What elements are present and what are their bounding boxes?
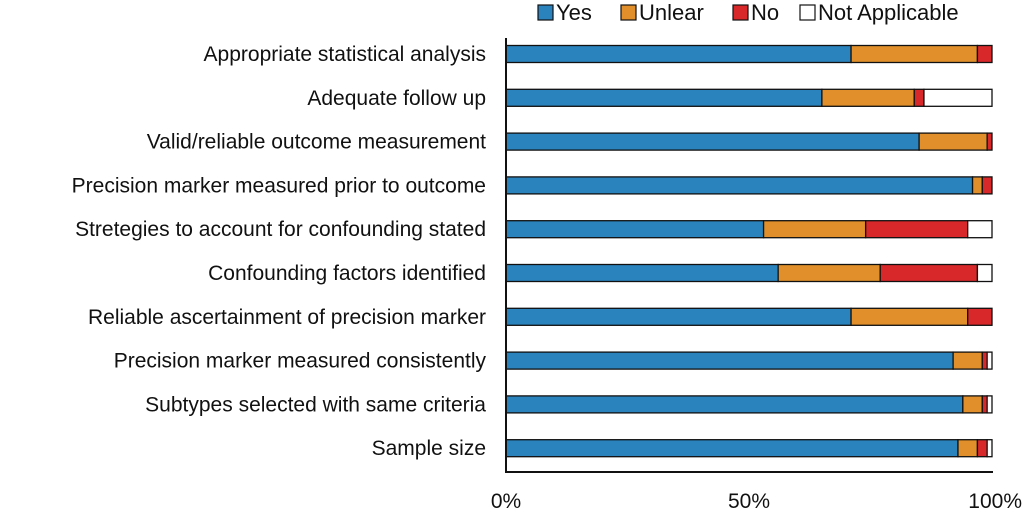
bar-row-sample-size <box>505 439 993 458</box>
bar-segment-not-applicable <box>986 439 993 458</box>
legend-label-yes: Yes <box>556 0 592 25</box>
bars <box>505 44 993 458</box>
category-label-valid-reliable-outcome-measurement: Valid/reliable outcome measurement <box>147 131 486 154</box>
category-label-stretegies-to-account-for-confounding-stated: Stretegies to account for confounding st… <box>75 218 486 241</box>
category-label-precision-marker-measured-prior-to-outcome: Precision marker measured prior to outco… <box>72 174 486 197</box>
bar-segment-no <box>967 307 993 326</box>
bar-row-valid-reliable-outcome-measurement <box>505 132 993 151</box>
bar-row-stretegies-to-account-for-confounding-stated <box>505 220 993 239</box>
bar-segment-no <box>976 439 988 458</box>
bar-segment-no <box>981 176 993 195</box>
x-tick-label-100: 100% <box>968 490 1022 513</box>
category-label-reliable-ascertainment-of-precision-marker: Reliable ascertainment of precision mark… <box>88 306 486 329</box>
bar-segment-yes <box>505 220 765 239</box>
category-label-confounding-factors-identified: Confounding factors identified <box>208 262 486 285</box>
bar-segment-unlear <box>777 263 881 283</box>
category-label-precision-marker-measured-consistently: Precision marker measured consistently <box>114 350 487 373</box>
legend-swatch-yes <box>537 4 554 21</box>
bar-segment-unlear <box>918 132 988 151</box>
bar-segment-unlear <box>962 395 983 414</box>
bar-row-reliable-ascertainment-of-precision-marker <box>505 307 993 326</box>
bar-segment-yes <box>505 395 964 414</box>
bar-row-precision-marker-measured-consistently <box>505 351 993 370</box>
category-label-adequate-follow-up: Adequate follow up <box>307 87 486 110</box>
bar-segment-not-applicable <box>986 351 993 370</box>
x-tick-label-0: 0% <box>491 490 521 513</box>
bar-segment-unlear <box>762 220 867 239</box>
bar-segment-no <box>913 88 925 107</box>
bar-segment-no <box>981 395 988 414</box>
bar-row-precision-marker-measured-prior-to-outcome <box>505 176 993 195</box>
bar-segment-yes <box>505 44 852 64</box>
bar-segment-unlear <box>957 439 979 458</box>
legend-label-unlear: Unlear <box>639 0 704 25</box>
bar-segment-yes <box>505 263 779 283</box>
legend-swatch-not-applicable <box>799 4 816 21</box>
bar-segment-no <box>976 44 993 64</box>
category-label-subtypes-selected-with-same-criteria: Subtypes selected with same criteria <box>145 393 486 416</box>
category-label-sample-size: Sample size <box>372 437 486 460</box>
bar-row-subtypes-selected-with-same-criteria <box>505 395 993 414</box>
bar-segment-no <box>879 263 979 283</box>
bar-segment-unlear <box>952 351 983 370</box>
category-labels: Appropriate statistical analysis Adequate… <box>72 43 487 460</box>
bar-segment-not-applicable <box>967 220 993 239</box>
legend-item-not-applicable: Not Applicable <box>799 0 959 25</box>
bar-segment-yes <box>505 88 823 107</box>
bar-row-adequate-follow-up <box>505 88 993 107</box>
bar-segment-unlear <box>850 307 969 326</box>
bar-segment-unlear <box>821 88 915 107</box>
legend-swatch-unlear <box>620 4 637 21</box>
legend-swatch-no <box>732 4 749 21</box>
bar-row-confounding-factors-identified <box>505 263 993 283</box>
x-tick-label-50: 50% <box>728 490 770 513</box>
bar-segment-yes <box>505 132 920 151</box>
bar-segment-not-applicable <box>923 88 993 107</box>
bar-segment-no <box>986 132 993 151</box>
bar-segment-yes <box>505 439 959 458</box>
legend-item-no: No <box>732 0 779 25</box>
bar-segment-not-applicable <box>976 263 993 283</box>
legend: Yes Unlear No Not Applicable <box>537 0 959 25</box>
bar-segment-unlear <box>850 44 979 64</box>
axes: 0% 50% 100% <box>491 38 1022 513</box>
category-label-appropriate-statistical-analysis: Appropriate statistical analysis <box>204 43 486 66</box>
legend-label-no: No <box>751 0 779 25</box>
bar-segment-yes <box>505 176 974 195</box>
legend-item-unlear: Unlear <box>620 0 704 25</box>
bar-segment-no <box>864 220 969 239</box>
bar-segment-yes <box>505 351 954 370</box>
bar-row-appropriate-statistical-analysis <box>505 44 993 64</box>
bar-segment-unlear <box>971 176 983 195</box>
bar-segment-yes <box>505 307 852 326</box>
bar-segment-no <box>981 351 988 370</box>
legend-item-yes: Yes <box>537 0 592 25</box>
bar-segment-not-applicable <box>986 395 993 414</box>
legend-label-not-applicable: Not Applicable <box>818 0 959 25</box>
